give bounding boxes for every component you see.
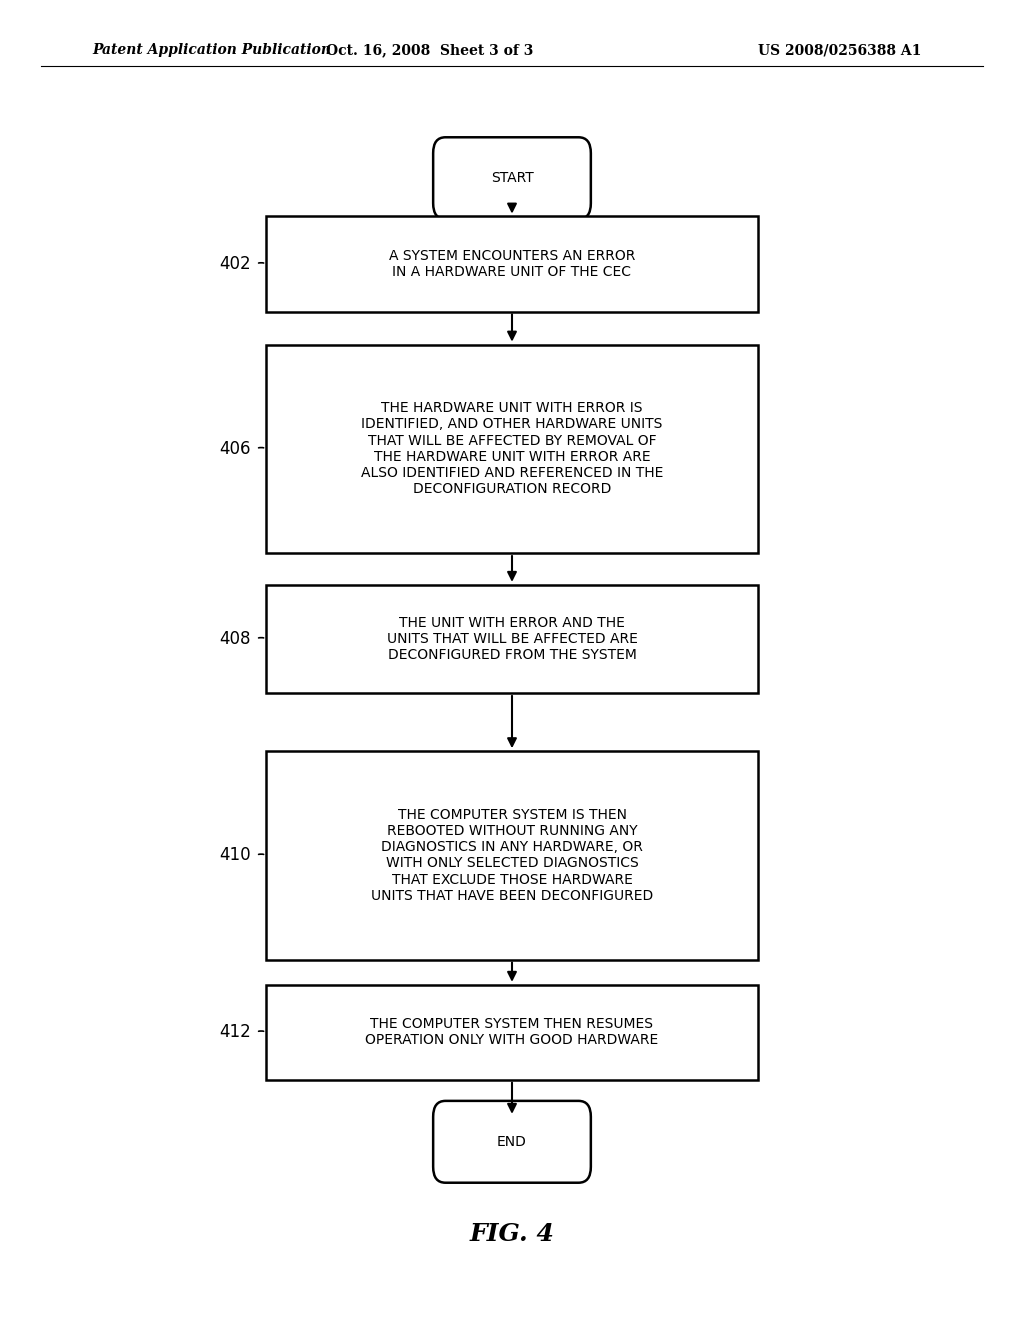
Text: A SYSTEM ENCOUNTERS AN ERROR
IN A HARDWARE UNIT OF THE CEC: A SYSTEM ENCOUNTERS AN ERROR IN A HARDWA… bbox=[389, 249, 635, 279]
Text: END: END bbox=[497, 1135, 527, 1148]
FancyBboxPatch shape bbox=[433, 1101, 591, 1183]
Text: US 2008/0256388 A1: US 2008/0256388 A1 bbox=[758, 44, 922, 57]
Text: START: START bbox=[490, 172, 534, 185]
Text: THE HARDWARE UNIT WITH ERROR IS
IDENTIFIED, AND OTHER HARDWARE UNITS
THAT WILL B: THE HARDWARE UNIT WITH ERROR IS IDENTIFI… bbox=[360, 401, 664, 496]
Text: 410: 410 bbox=[219, 846, 251, 865]
Text: 402: 402 bbox=[219, 255, 251, 273]
Bar bbox=[266, 345, 758, 553]
Text: Oct. 16, 2008  Sheet 3 of 3: Oct. 16, 2008 Sheet 3 of 3 bbox=[327, 44, 534, 57]
Text: Patent Application Publication: Patent Application Publication bbox=[92, 44, 331, 57]
Bar bbox=[266, 585, 758, 693]
Text: 408: 408 bbox=[219, 630, 251, 648]
Bar bbox=[266, 216, 758, 312]
Text: 406: 406 bbox=[219, 440, 251, 458]
Text: THE UNIT WITH ERROR AND THE
UNITS THAT WILL BE AFFECTED ARE
DECONFIGURED FROM TH: THE UNIT WITH ERROR AND THE UNITS THAT W… bbox=[387, 615, 637, 663]
Text: 412: 412 bbox=[219, 1023, 251, 1041]
Text: THE COMPUTER SYSTEM IS THEN
REBOOTED WITHOUT RUNNING ANY
DIAGNOSTICS IN ANY HARD: THE COMPUTER SYSTEM IS THEN REBOOTED WIT… bbox=[371, 808, 653, 903]
Bar bbox=[266, 985, 758, 1080]
Text: FIG. 4: FIG. 4 bbox=[470, 1222, 554, 1246]
Text: THE COMPUTER SYSTEM THEN RESUMES
OPERATION ONLY WITH GOOD HARDWARE: THE COMPUTER SYSTEM THEN RESUMES OPERATI… bbox=[366, 1018, 658, 1047]
FancyBboxPatch shape bbox=[433, 137, 591, 219]
Bar bbox=[266, 751, 758, 960]
